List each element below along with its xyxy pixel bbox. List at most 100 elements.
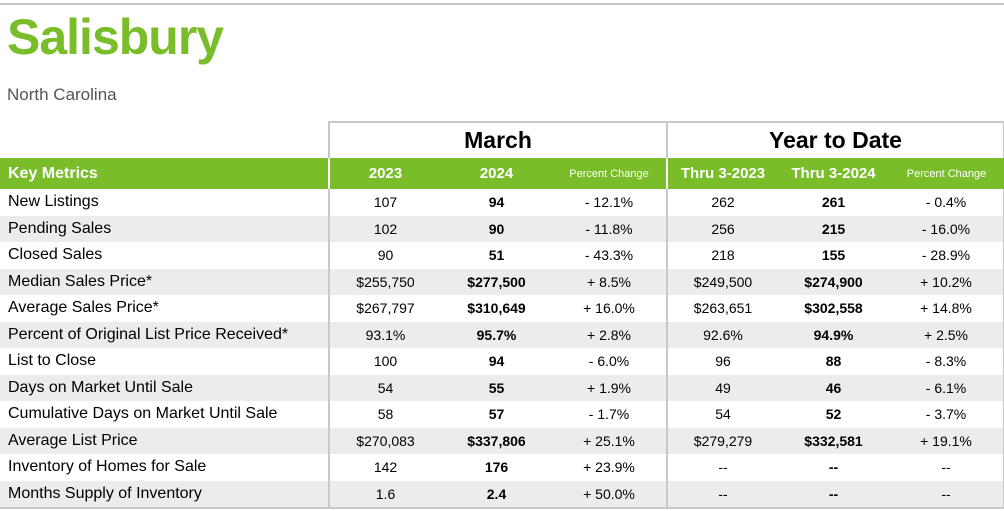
table-cell-ytd-percent-change: - 16.0% [889,215,1004,242]
table-cell-month-2023: 107 [328,189,441,216]
table-cell-month-2023: 90 [328,242,441,269]
table-cell-ytd-2024: $332,581 [778,427,889,454]
table-cell-month-percent-change: + 50.0% [552,480,667,508]
col-header-percent-change: Percent Change [552,158,667,189]
table-cell-ytd-percent-change: + 10.2% [889,268,1004,295]
bottom-rule-cell [0,507,1004,510]
table-cell-metric: Closed Sales [8,246,103,264]
table-cell-ytd-2023: 256 [666,215,778,242]
table-cell-metric: Median Sales Price* [0,268,329,295]
table-cell-month-2023: 54 [328,374,441,401]
table-cell-ytd-percent-change: - 8.3% [889,348,1004,375]
table-cell-metric: Pending Sales [0,215,329,242]
col-header-2023: 2023 [328,158,441,189]
table-row: Cumulative Days on Market Until Sale 58 57… [0,401,1004,428]
table-cell-metric: Inventory of Homes for Sale [8,458,207,476]
table-cell-month-percent-change: + 8.5% [552,268,667,295]
table-row: Closed Sales 90 51 - 43.3% 218 155 - 28.9% [0,242,1004,269]
table-cell-month-2023: 93.1% [328,321,441,348]
table-cell-month-2024: 55 [441,374,552,401]
table-cell-ytd-percent-change: - 0.4% [889,189,1004,216]
table-row: Percent of Original List Price Received*… [0,321,1004,348]
table-cell-ytd-2024: 52 [825,406,842,423]
col-header-thru-2024: Thru 3-2024 [778,158,889,189]
table-row: Pending Sales 102 90- 11.8% 256 215- 16.0% [0,215,1004,242]
column-header-row: Key Metrics 2023 2024 Percent Change Thr… [0,158,1004,189]
table-cell-month-2023: $255,750 [328,268,441,295]
table-cell-ytd-2023: $249,500 [666,268,778,295]
col-header-thru-2023: Thru 3-2023 [666,158,778,189]
table-cell-metric: Average Sales Price* [8,299,159,317]
table-cell-metric: Cumulative Days on Market Until Sale [8,405,278,423]
table-cell-ytd-percent-change: - 28.9% [889,242,1004,269]
table-cell-month-2023: 1.6 [328,480,441,508]
table-cell-month-percent-change: + 23.9% [583,459,635,476]
table-row: Average List Price $270,083 $337,806 + 25.1… [0,427,1004,454]
table-cell-ytd-percent-change: + 14.8% [889,295,1004,322]
table-cell-month-percent-change: - 6.0% [588,353,630,370]
group-ytd: Year to Date [666,121,1004,158]
table-cell-ytd-2023: -- [666,454,778,481]
table-bottom-rule [0,507,1004,510]
table-cell-month-percent-change: - 12.1% [584,194,634,211]
table-cell-ytd-2023: $263,651 [666,295,778,322]
table-cell-month-2023: 100 [328,348,441,375]
table-cell-month-2023: $270,083 [328,427,441,454]
table-cell-ytd-2024: $274,900 [778,268,889,295]
table-row: New Listings 107 94 - 12.1% 262 261 - 0.4% [0,189,1004,216]
table-cell-ytd-2024: $302,558 [804,300,863,317]
table-row: Average Sales Price* $267,797 $310,649 + 16… [0,295,1004,322]
top-rule [0,3,1004,5]
table-cell-ytd-2023: $279,279 [666,427,778,454]
table-cell-month-2024: $310,649 [467,300,526,317]
table-row: Median Sales Price* $255,750 $277,500 + 8.5… [0,268,1004,295]
col-header-2024: 2024 [441,158,552,189]
table-cell-month-2024: 2.4 [441,480,552,508]
group-month: March [328,121,667,158]
col-header-key-metrics: Key Metrics [0,158,329,189]
table-cell-ytd-2023: 262 [666,189,778,216]
table-cell-month-2024: 176 [484,459,509,476]
table-cell-month-2024: 95.7% [441,321,552,348]
table-cell-ytd-2024: 155 [821,247,846,264]
table-row: List to Close 100 94 - 6.0% 96 88 - 8.3% [0,348,1004,375]
table-cell-ytd-percent-change: - 3.7% [889,401,1004,428]
table-cell-ytd-2023: -- [666,480,778,508]
table-cell-ytd-2024: -- [778,480,889,508]
table-cell-month-2024: 90 [441,215,552,242]
table-cell-month-2023: 102 [328,215,441,242]
table-cell-ytd-percent-change: - 6.1% [889,374,1004,401]
table-cell-ytd-2023: 92.6% [666,321,778,348]
table-cell-month-2023: $267,797 [328,295,441,322]
page-title: Salisbury [7,9,224,65]
table-cell-ytd-2024: 94.9% [778,321,889,348]
table-cell-ytd-2023: 218 [666,242,778,269]
table-cell-ytd-percent-change: + 2.5% [889,321,1004,348]
table-cell-month-percent-change: - 11.8% [552,215,667,242]
table-cell-ytd-percent-change: -- [889,454,1004,481]
table-cell-month-2024: 57 [488,406,505,423]
table-cell-metric: New Listings [8,193,99,211]
table-cell-ytd-2024: 215 [778,215,889,242]
table-cell-month-percent-change: + 1.9% [552,374,667,401]
table-cell-month-2024: $337,806 [441,427,552,454]
table-cell-month-2024: 51 [488,247,505,264]
table-cell-metric: List to Close [8,352,97,370]
table-cell-month-percent-change: + 16.0% [583,300,635,317]
table-cell-ytd-2024: -- [828,459,839,476]
col-header-percent-change-ytd: Percent Change [889,158,1004,189]
table-cell-month-percent-change: - 43.3% [584,247,634,264]
table-cell-month-2024: 94 [488,353,505,370]
table-cell-metric: Months Supply of Inventory [0,480,329,508]
table-cell-ytd-2023: 54 [666,401,778,428]
table-cell-ytd-2023: 49 [666,374,778,401]
table-row: Inventory of Homes for Sale 142 176 + 23.9%… [0,454,1004,481]
table-row: Months Supply of Inventory 1.6 2.4 + 50.0% -… [0,480,1004,508]
table-cell-month-2023: 58 [328,401,441,428]
table-cell-ytd-2024: 261 [821,194,846,211]
table-cell-month-percent-change: + 25.1% [552,427,667,454]
table-cell-month-percent-change: + 2.8% [552,321,667,348]
table-cell-metric: Days on Market Until Sale [0,374,329,401]
table-cell-ytd-2024: 46 [778,374,889,401]
table-cell-month-2024: $277,500 [441,268,552,295]
